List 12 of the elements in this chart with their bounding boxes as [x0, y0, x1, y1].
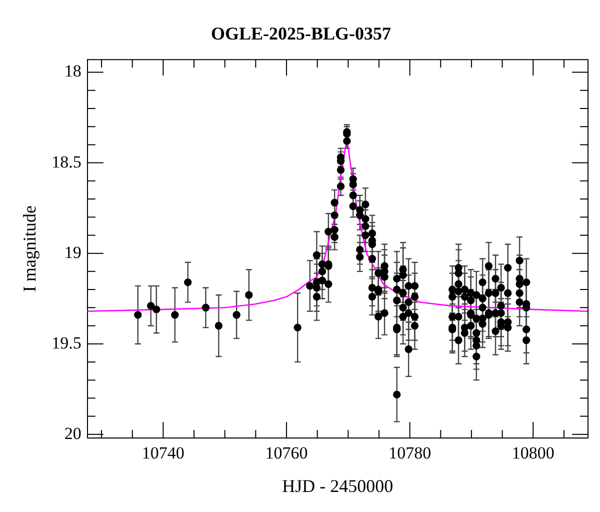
y-axis-title: I magnitude [20, 206, 40, 292]
y-tick-label: 19 [64, 242, 82, 262]
y-tick-label: 20 [64, 424, 82, 443]
x-axis-title: HJD - 2450000 [282, 476, 394, 496]
x-tick-label: 10760 [265, 444, 308, 463]
x-tick-label: 10740 [142, 444, 184, 463]
y-tick-label: 18 [64, 62, 82, 81]
x-tick-label: 10800 [512, 444, 554, 463]
x-tick-label: 10780 [388, 444, 432, 463]
y-tick-label: 19.5 [52, 333, 82, 352]
y-tick-label: 18.5 [52, 152, 82, 172]
chart-title: OGLE-2025-BLG-0357 [210, 23, 392, 44]
